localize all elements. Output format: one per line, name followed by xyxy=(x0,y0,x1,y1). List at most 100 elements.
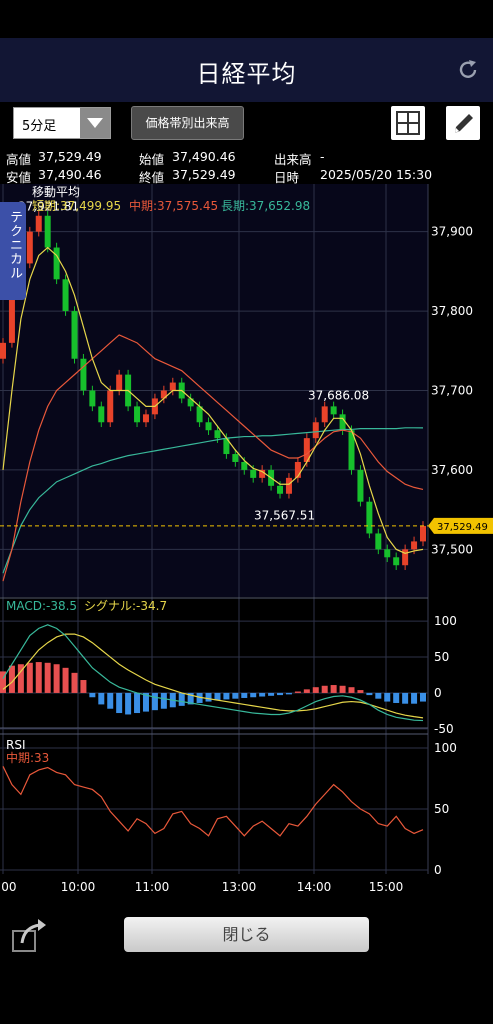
candle xyxy=(53,247,60,280)
macd-bar xyxy=(339,685,346,693)
rsi-mid-label: 中期:33 xyxy=(6,750,49,765)
rsi-label: RSI xyxy=(6,738,26,752)
price-tick-label: 37,900 xyxy=(431,225,473,239)
high-annotation: 37,921.81 xyxy=(18,199,79,213)
time-tick-label: 11:00 xyxy=(135,880,170,894)
long-ma-label: 長期:37,652.98 xyxy=(221,199,310,213)
candle xyxy=(35,215,42,232)
macd-bar xyxy=(160,692,167,709)
macd-bar xyxy=(178,692,185,706)
candle xyxy=(357,469,364,502)
candle xyxy=(330,406,337,415)
macd-bar xyxy=(241,692,248,698)
title-bar: 日経平均 xyxy=(0,38,493,102)
candle xyxy=(420,525,426,542)
macd-bar xyxy=(35,662,42,693)
time-tick-label: 13:00 xyxy=(222,880,257,894)
share-icon[interactable] xyxy=(10,917,48,953)
last-price-tag xyxy=(428,517,493,534)
candle xyxy=(0,342,6,359)
candle xyxy=(241,461,248,470)
macd-bar xyxy=(330,685,337,693)
macd-bar xyxy=(107,692,114,709)
macd-bar xyxy=(53,664,60,693)
macd-bar xyxy=(142,692,149,712)
open-label: 始値 xyxy=(139,152,165,167)
candle xyxy=(223,438,230,455)
macd-bar xyxy=(98,692,105,705)
high-value: 37,529.49 xyxy=(38,149,102,164)
macd-bar xyxy=(366,692,373,696)
low-annotation: 37,567.51 xyxy=(254,509,315,523)
macd-bar xyxy=(134,692,141,714)
macd-tick-label: 0 xyxy=(434,686,442,700)
technical-tab-label: テクニカル xyxy=(7,210,22,280)
candle xyxy=(277,485,284,494)
short-ma-label: 短期:37,499.95 xyxy=(32,199,121,213)
candle xyxy=(214,430,221,439)
macd-bar xyxy=(17,664,24,693)
candle xyxy=(8,295,15,343)
macd-bar xyxy=(26,662,33,693)
macd-bar xyxy=(116,692,123,714)
close-button[interactable]: 閉じる xyxy=(124,917,369,952)
candle xyxy=(232,454,239,462)
close-value: 37,529.49 xyxy=(172,167,236,182)
macd-bar xyxy=(8,665,15,693)
draw-button[interactable] xyxy=(446,106,480,140)
grid-icon xyxy=(396,111,420,135)
chart-area[interactable]: 37,900 37,800 37,700 37,600 37,500 37,921.81… xyxy=(0,184,493,896)
candle xyxy=(80,358,87,391)
datetime-value: 2025/05/20 15:30 xyxy=(320,167,433,182)
status-bar xyxy=(0,0,493,38)
macd-plot: 100 50 0 -50 xyxy=(0,614,457,736)
low-label: 安値 xyxy=(6,170,32,185)
close-label: 終値 xyxy=(139,170,165,185)
macd-line xyxy=(2,624,424,722)
refresh-icon[interactable] xyxy=(456,58,480,82)
price-tick-label: 37,800 xyxy=(431,304,473,318)
time-tick-label: 9:00 xyxy=(0,880,16,894)
macd-bar xyxy=(0,671,6,693)
candle xyxy=(26,231,33,264)
price-tick-label: 37,600 xyxy=(431,463,473,477)
technical-tab[interactable]: テクニカル xyxy=(0,202,26,300)
macd-tick-label: 50 xyxy=(434,650,449,664)
candle xyxy=(294,461,301,478)
macd-bar xyxy=(214,692,221,701)
candle xyxy=(259,469,266,478)
macd-tick-label: -50 xyxy=(434,722,454,736)
time-tick-label: 15:00 xyxy=(369,880,404,894)
datetime-label: 日時 xyxy=(274,170,300,185)
rsi-tick-label: 50 xyxy=(434,802,449,816)
dropdown-toggle[interactable] xyxy=(80,108,110,138)
candle xyxy=(89,390,96,407)
candle xyxy=(169,382,176,391)
macd-signal-line xyxy=(2,633,424,719)
volume-profile-button[interactable]: 価格帯別出来高 xyxy=(131,106,244,140)
pencil-icon xyxy=(455,114,473,133)
candle xyxy=(62,279,69,312)
price-tick-label: 37,500 xyxy=(431,542,473,556)
rsi-plot: 100 50 0 xyxy=(0,741,457,877)
macd-bar xyxy=(232,692,239,699)
macd-label: MACD:-38.5 xyxy=(6,599,77,613)
candle xyxy=(205,422,212,431)
candle xyxy=(312,422,319,439)
price-grid: 37,900 37,800 37,700 37,600 37,500 xyxy=(0,184,473,874)
open-value: 37,490.46 xyxy=(172,149,236,164)
candle xyxy=(196,406,203,423)
interval-select[interactable]: 5分足 xyxy=(13,107,111,139)
interval-value: 5分足 xyxy=(22,119,57,134)
macd-bar xyxy=(89,692,96,698)
macd-bar xyxy=(348,687,355,693)
candle xyxy=(393,557,400,566)
candle xyxy=(339,414,346,431)
macd-bar xyxy=(375,692,382,699)
layout-grid-button[interactable] xyxy=(391,106,425,140)
rsi-line xyxy=(2,766,424,837)
macd-bar xyxy=(187,692,194,705)
candle xyxy=(321,406,328,423)
candle xyxy=(44,215,51,248)
signal-label: シグナル:-34.7 xyxy=(84,599,167,613)
